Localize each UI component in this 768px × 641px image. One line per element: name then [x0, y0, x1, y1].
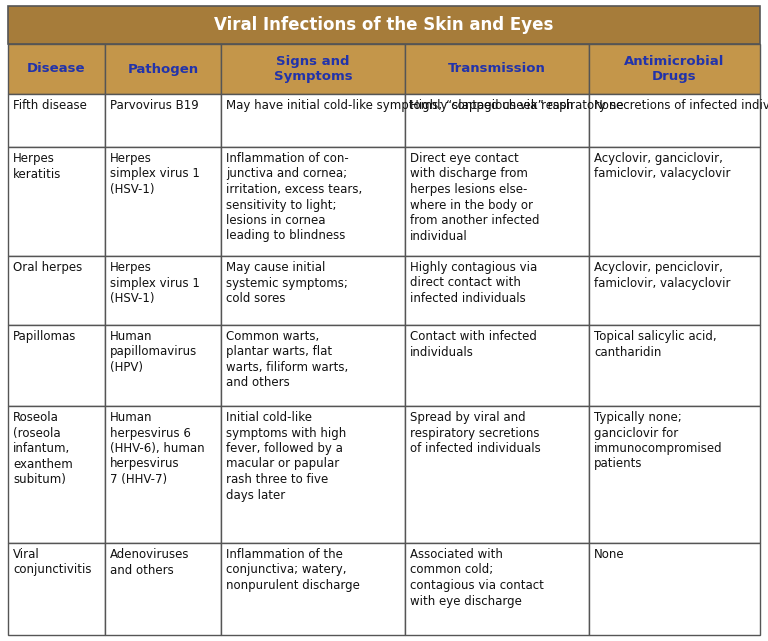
Text: Acyclovir, ganciclovir,
famiclovir, valacyclovir: Acyclovir, ganciclovir, famiclovir, vala… — [594, 152, 730, 181]
Text: Initial cold-like
symptoms with high
fever, followed by a
macular or papular
ras: Initial cold-like symptoms with high fev… — [226, 411, 346, 501]
Bar — [8, 406, 105, 543]
Bar — [8, 6, 760, 44]
Text: Fifth disease: Fifth disease — [13, 99, 87, 112]
Bar — [405, 256, 589, 325]
Text: Spread by viral and
respiratory secretions
of infected individuals: Spread by viral and respiratory secretio… — [410, 411, 541, 455]
Bar — [405, 44, 589, 94]
Bar — [105, 147, 221, 256]
Text: Direct eye contact
with discharge from
herpes lesions else-
where in the body or: Direct eye contact with discharge from h… — [410, 152, 539, 242]
Bar — [589, 325, 760, 406]
Text: Papillomas: Papillomas — [13, 330, 76, 343]
Bar — [105, 543, 221, 635]
Bar — [405, 543, 589, 635]
Bar — [589, 406, 760, 543]
Text: Transmission: Transmission — [448, 63, 546, 76]
Bar — [8, 44, 105, 94]
Bar — [221, 256, 405, 325]
Text: May cause initial
systemic symptoms;
cold sores: May cause initial systemic symptoms; col… — [226, 261, 348, 305]
Bar — [8, 94, 105, 147]
Bar — [8, 325, 105, 406]
Bar — [105, 256, 221, 325]
Text: Disease: Disease — [27, 63, 86, 76]
Text: Inflammation of the
conjunctiva; watery,
nonpurulent discharge: Inflammation of the conjunctiva; watery,… — [226, 548, 360, 592]
Text: Common warts,
plantar warts, flat
warts, filiform warts,
and others: Common warts, plantar warts, flat warts,… — [226, 330, 348, 390]
Text: Typically none;
ganciclovir for
immunocompromised
patients: Typically none; ganciclovir for immunoco… — [594, 411, 723, 470]
Bar — [589, 256, 760, 325]
Text: Human
papillomavirus
(HPV): Human papillomavirus (HPV) — [110, 330, 197, 374]
Bar — [589, 94, 760, 147]
Text: Herpes
simplex virus 1
(HSV-1): Herpes simplex virus 1 (HSV-1) — [110, 261, 200, 305]
Text: Human
herpesvirus 6
(HHV-6), human
herpesvirus
7 (HHV-7): Human herpesvirus 6 (HHV-6), human herpe… — [110, 411, 204, 486]
Text: Parvovirus B19: Parvovirus B19 — [110, 99, 199, 112]
Text: Contact with infected
individuals: Contact with infected individuals — [410, 330, 537, 358]
Bar — [405, 406, 589, 543]
Text: None: None — [594, 548, 624, 561]
Bar — [8, 147, 105, 256]
Bar — [8, 256, 105, 325]
Text: Herpes
simplex virus 1
(HSV-1): Herpes simplex virus 1 (HSV-1) — [110, 152, 200, 196]
Text: Pathogen: Pathogen — [127, 63, 199, 76]
Bar — [589, 44, 760, 94]
Bar — [221, 94, 405, 147]
Bar — [8, 543, 105, 635]
Bar — [589, 147, 760, 256]
Bar — [405, 147, 589, 256]
Bar — [405, 325, 589, 406]
Bar — [105, 44, 221, 94]
Text: Herpes
keratitis: Herpes keratitis — [13, 152, 61, 181]
Bar — [221, 44, 405, 94]
Text: Roseola
(roseola
infantum,
exanthem
subitum): Roseola (roseola infantum, exanthem subi… — [13, 411, 73, 486]
Text: Adenoviruses
and others: Adenoviruses and others — [110, 548, 190, 576]
Bar — [105, 325, 221, 406]
Text: Acyclovir, penciclovir,
famiclovir, valacyclovir: Acyclovir, penciclovir, famiclovir, vala… — [594, 261, 730, 290]
Text: Antimicrobial
Drugs: Antimicrobial Drugs — [624, 55, 725, 83]
Bar — [221, 147, 405, 256]
Bar — [105, 406, 221, 543]
Bar — [105, 94, 221, 147]
Text: Highly contagious via respiratory secretions of infected individuals: Highly contagious via respiratory secret… — [410, 99, 768, 112]
Bar — [221, 406, 405, 543]
Text: Inflammation of con-
junctiva and cornea;
irritation, excess tears,
sensitivity : Inflammation of con- junctiva and cornea… — [226, 152, 362, 242]
Text: Viral Infections of the Skin and Eyes: Viral Infections of the Skin and Eyes — [214, 16, 554, 34]
Text: Oral herpes: Oral herpes — [13, 261, 82, 274]
Text: Signs and
Symptoms: Signs and Symptoms — [273, 55, 353, 83]
Text: Highly contagious via
direct contact with
infected individuals: Highly contagious via direct contact wit… — [410, 261, 538, 305]
Bar — [589, 543, 760, 635]
Text: Viral
conjunctivitis: Viral conjunctivitis — [13, 548, 91, 576]
Text: None: None — [594, 99, 624, 112]
Bar — [221, 543, 405, 635]
Bar — [221, 325, 405, 406]
Bar — [405, 94, 589, 147]
Text: Associated with
common cold;
contagious via contact
with eye discharge: Associated with common cold; contagious … — [410, 548, 544, 608]
Text: Topical salicylic acid,
cantharidin: Topical salicylic acid, cantharidin — [594, 330, 717, 358]
Text: May have initial cold-like symptoms; “slapped cheek” rash: May have initial cold-like symptoms; “sl… — [226, 99, 574, 112]
